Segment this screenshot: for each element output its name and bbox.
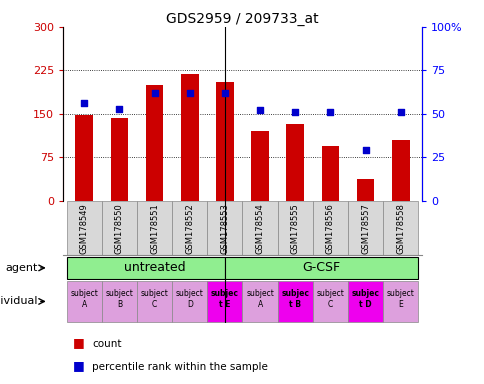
- Point: [151, 90, 158, 96]
- Text: GSM178555: GSM178555: [290, 204, 299, 254]
- Bar: [102, 201, 136, 255]
- Bar: [312, 281, 348, 322]
- Bar: [172, 201, 207, 255]
- Bar: [348, 281, 382, 322]
- Point: [396, 109, 404, 115]
- Bar: [277, 201, 312, 255]
- Text: subject
B: subject B: [105, 289, 133, 310]
- Point: [221, 90, 228, 96]
- Text: ■: ■: [73, 336, 84, 349]
- Bar: [242, 201, 277, 255]
- Bar: [356, 179, 374, 201]
- Text: subject
C: subject C: [316, 289, 344, 310]
- Text: percentile rank within the sample: percentile rank within the sample: [92, 362, 268, 372]
- Text: subject
D: subject D: [175, 289, 203, 310]
- Bar: [110, 118, 128, 201]
- Text: GSM178554: GSM178554: [255, 204, 264, 254]
- Text: untreated: untreated: [123, 262, 185, 275]
- Bar: [207, 281, 242, 322]
- Text: subjec
t E: subjec t E: [211, 289, 239, 310]
- Text: GSM178549: GSM178549: [79, 204, 89, 254]
- Bar: [102, 281, 136, 322]
- Text: GSM178558: GSM178558: [395, 204, 405, 255]
- Title: GDS2959 / 209733_at: GDS2959 / 209733_at: [166, 12, 318, 26]
- Bar: [66, 281, 102, 322]
- Bar: [312, 201, 348, 255]
- Bar: [321, 146, 339, 201]
- Text: GSM178551: GSM178551: [150, 204, 159, 254]
- Bar: [136, 281, 172, 322]
- Bar: [242, 281, 277, 322]
- Bar: [391, 140, 409, 201]
- Bar: [75, 115, 93, 201]
- Bar: [251, 131, 268, 201]
- Text: agent: agent: [5, 263, 38, 273]
- Text: subject
C: subject C: [140, 289, 168, 310]
- Text: count: count: [92, 339, 121, 349]
- Bar: [66, 257, 225, 279]
- Bar: [172, 281, 207, 322]
- Bar: [145, 85, 163, 201]
- Point: [80, 100, 88, 106]
- Point: [361, 147, 369, 154]
- Text: subjec
t D: subjec t D: [351, 289, 379, 310]
- Bar: [66, 201, 102, 255]
- Point: [185, 90, 193, 96]
- Text: GSM178552: GSM178552: [185, 204, 194, 254]
- Point: [291, 109, 299, 115]
- Bar: [207, 201, 242, 255]
- Bar: [348, 201, 382, 255]
- Bar: [382, 201, 418, 255]
- Text: GSM178550: GSM178550: [115, 204, 123, 254]
- Text: individual: individual: [0, 296, 38, 306]
- Point: [115, 106, 123, 112]
- Bar: [181, 74, 198, 201]
- Text: GSM178553: GSM178553: [220, 204, 229, 255]
- Bar: [216, 82, 233, 201]
- Bar: [277, 281, 312, 322]
- Text: ■: ■: [73, 359, 84, 372]
- Bar: [136, 201, 172, 255]
- Text: subject
E: subject E: [386, 289, 414, 310]
- Point: [256, 107, 263, 113]
- Bar: [286, 124, 303, 201]
- Text: subject
A: subject A: [246, 289, 273, 310]
- Text: GSM178556: GSM178556: [325, 204, 334, 255]
- Point: [326, 109, 333, 115]
- Bar: [225, 257, 418, 279]
- Bar: [382, 281, 418, 322]
- Text: subjec
t B: subjec t B: [281, 289, 309, 310]
- Text: GSM178557: GSM178557: [361, 204, 369, 255]
- Text: G-CSF: G-CSF: [302, 262, 340, 275]
- Text: subject
A: subject A: [70, 289, 98, 310]
